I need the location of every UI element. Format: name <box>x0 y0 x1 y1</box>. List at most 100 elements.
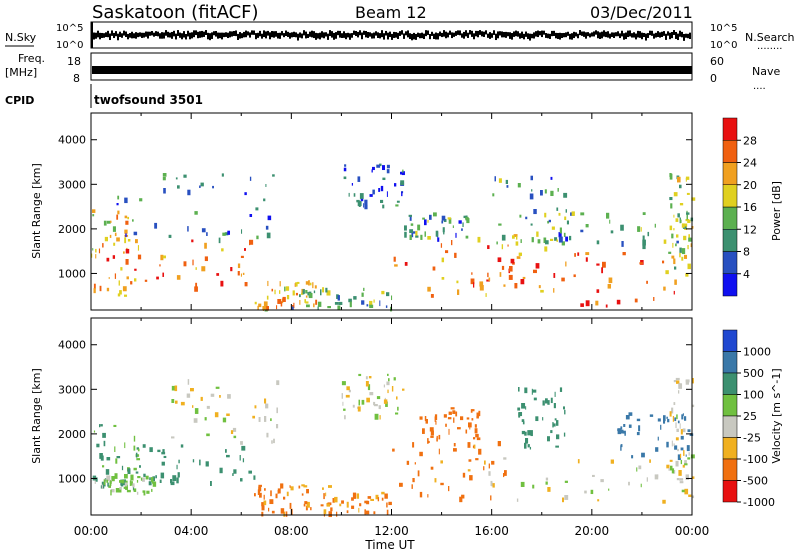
freq-label: Freq. <box>18 52 45 65</box>
scatter-cell <box>103 440 106 447</box>
scatter-cell <box>378 405 381 410</box>
scatter-cell <box>381 290 385 295</box>
scatter-cell <box>628 481 630 486</box>
scatter-cell <box>550 176 553 180</box>
scatter-cell <box>470 409 473 413</box>
scatter-cell <box>684 488 689 495</box>
noise-sample <box>191 32 193 39</box>
scatter-cell <box>507 244 509 247</box>
noise-sample <box>639 31 641 38</box>
scatter-cell <box>518 412 521 418</box>
scatter-cell <box>451 240 453 246</box>
scatter-cell <box>218 237 221 244</box>
scatter-cell <box>382 204 385 209</box>
scatter-cell <box>565 236 569 242</box>
noise-sample <box>341 33 343 39</box>
noise-sample <box>277 32 279 39</box>
power-panel-frame <box>90 112 693 311</box>
scatter-cell <box>466 417 470 420</box>
scatter-cell <box>530 175 534 181</box>
scatter-cell <box>441 277 445 280</box>
noise-sample <box>647 33 649 38</box>
scatter-cell <box>119 487 122 490</box>
scatter-cell <box>233 435 237 439</box>
scatter-cell <box>548 219 552 223</box>
scatter-cell <box>133 467 137 471</box>
noise-sample <box>157 31 159 37</box>
scatter-cell <box>561 277 565 282</box>
scatter-cell <box>669 173 673 180</box>
noise-sample <box>351 33 353 38</box>
noise-sample <box>475 30 477 37</box>
scatter-cell <box>674 266 677 270</box>
noise-sample <box>337 30 339 36</box>
scatter-cell <box>120 267 123 271</box>
scatter-cell <box>553 403 556 409</box>
noise-sample <box>359 30 361 36</box>
scatter-cell <box>373 299 375 303</box>
noise-sample <box>301 33 303 39</box>
scatter-cell <box>302 289 305 295</box>
scatter-cell <box>623 424 626 427</box>
noise-sample <box>109 33 111 41</box>
scatter-cell <box>240 478 243 482</box>
scatter-cell <box>298 485 301 489</box>
colorbar-tick-label: 100 <box>743 389 764 402</box>
scatter-cell <box>580 212 585 216</box>
scatter-cell <box>417 224 421 231</box>
noise-sample <box>159 33 161 39</box>
scatter-cell <box>427 440 430 444</box>
scatter-cell <box>441 215 446 221</box>
scatter-cell <box>686 445 690 452</box>
scatter-cell <box>414 462 416 465</box>
noise-sample <box>133 33 135 39</box>
noise-sample <box>425 30 427 37</box>
scatter-cell <box>361 300 365 305</box>
scatter-cell <box>275 493 278 499</box>
scatter-cell <box>654 474 659 480</box>
scatter-cell <box>303 485 308 488</box>
scatter-cell <box>282 296 286 302</box>
noise-sample <box>213 31 215 36</box>
noise-sample <box>187 30 189 37</box>
scatter-cell <box>558 236 563 243</box>
scatter-cell <box>476 437 481 441</box>
noise-sample <box>295 32 297 38</box>
scatter-cell <box>100 424 103 427</box>
scatter-cell <box>176 477 179 484</box>
noise-sample <box>357 31 359 38</box>
noise-sample <box>557 32 559 39</box>
scatter-cell <box>566 220 570 225</box>
scatter-cell <box>221 248 224 252</box>
noise-sample <box>195 30 197 36</box>
scatter-cell <box>92 209 96 213</box>
scatter-cell <box>453 443 456 447</box>
nave-tick-bottom: 0 <box>710 72 717 85</box>
scatter-cell <box>430 435 434 438</box>
scatter-cell <box>137 448 140 452</box>
scatter-cell <box>465 429 468 434</box>
scatter-cell <box>341 500 344 504</box>
noise-sample <box>261 33 263 39</box>
noise-sample <box>655 32 657 38</box>
noise-sample <box>267 30 269 36</box>
noise-sample <box>241 33 243 39</box>
scatter-cell <box>363 203 365 208</box>
scatter-cell <box>675 218 679 222</box>
noise-sample <box>501 31 503 38</box>
scatter-cell <box>584 490 587 494</box>
scatter-cell <box>474 424 477 428</box>
scatter-cell <box>366 304 369 307</box>
colorbar-tick-label: -500 <box>743 475 768 488</box>
scatter-cell <box>458 220 462 224</box>
scatter-cell <box>440 482 444 486</box>
velocity-colorbar-label: Velocity [m s^-1] <box>770 368 783 463</box>
scatter-cell <box>135 452 138 458</box>
scatter-cell <box>488 277 491 282</box>
noise-sample <box>309 31 311 37</box>
scatter-cell <box>488 471 491 476</box>
scatter-cell <box>139 465 141 468</box>
noise-sample <box>389 31 391 38</box>
noise-sample <box>171 31 173 39</box>
scatter-cell <box>125 484 128 490</box>
